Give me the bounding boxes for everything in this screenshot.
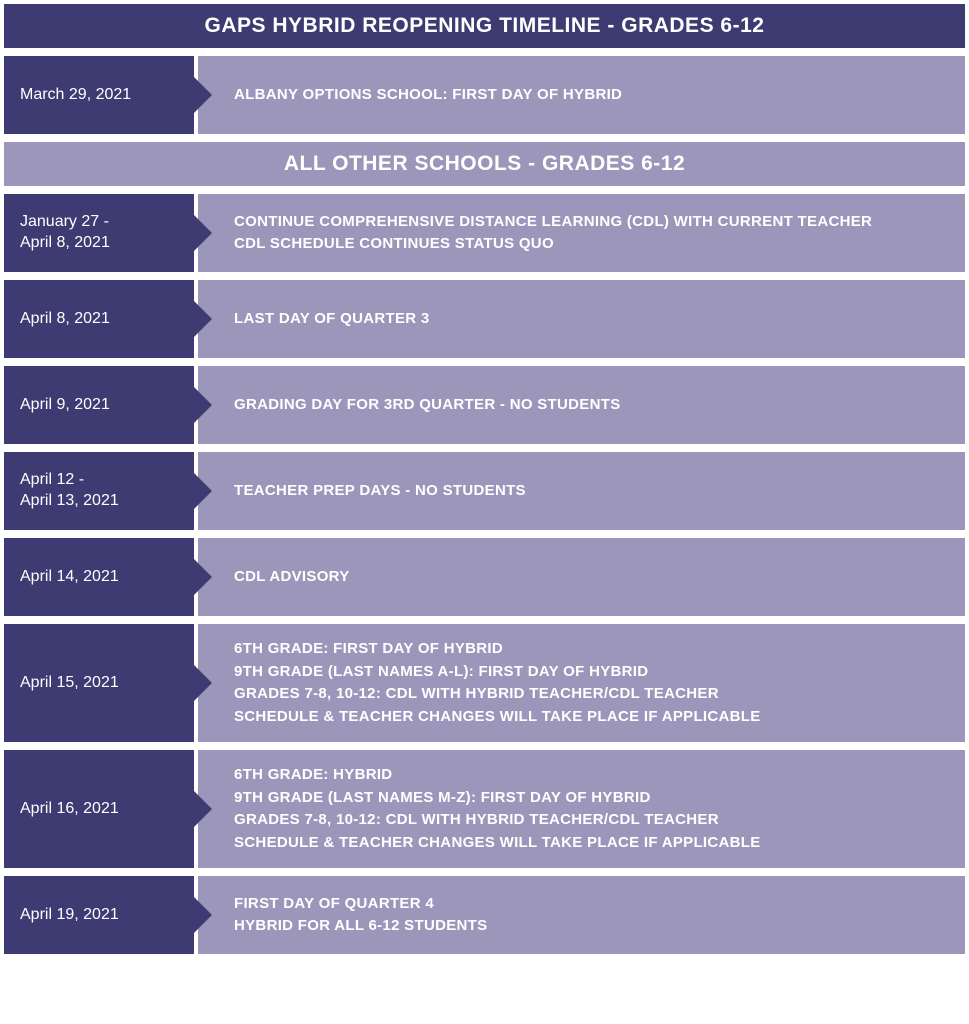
desc-line: TEACHER PREP DAYS - NO STUDENTS [234,480,945,503]
date-text: April 19, 2021 [20,905,119,926]
date-text: April 14, 2021 [20,567,119,588]
desc-line: 9TH GRADE (LAST NAMES M-Z): FIRST DAY OF… [234,787,945,810]
desc-line: CDL SCHEDULE CONTINUES STATUS QUO [234,233,945,256]
timeline-row: April 15, 2021 6TH GRADE: FIRST DAY OF HY… [4,624,965,742]
date-text: March 29, 2021 [20,85,131,106]
timeline-row: April 19, 2021 FIRST DAY OF QUARTER 4HYBR… [4,876,965,954]
date-text: April 16, 2021 [20,799,119,820]
date-box: April 16, 2021 [4,750,194,868]
timeline-row: April 16, 2021 6TH GRADE: HYBRID9TH GRADE… [4,750,965,868]
desc-line: GRADES 7-8, 10-12: CDL WITH HYBRID TEACH… [234,683,945,706]
date-box: April 15, 2021 [4,624,194,742]
desc-box: CDL ADVISORY [198,538,965,616]
desc-line: ALBANY OPTIONS SCHOOL: FIRST DAY OF HYBR… [234,84,945,107]
desc-line: 9TH GRADE (LAST NAMES A-L): FIRST DAY OF… [234,661,945,684]
date-text: April 8, 2021 [20,309,110,330]
date-box: January 27 - April 8, 2021 [4,194,194,272]
desc-line: 6TH GRADE: HYBRID [234,764,945,787]
date-text: January 27 - April 8, 2021 [20,212,110,254]
date-box: April 19, 2021 [4,876,194,954]
timeline-row: April 12 - April 13, 2021 TEACHER PREP DA… [4,452,965,530]
date-box: April 9, 2021 [4,366,194,444]
desc-box: 6TH GRADE: FIRST DAY OF HYBRID9TH GRADE … [198,624,965,742]
date-box: April 8, 2021 [4,280,194,358]
desc-line: GRADING DAY FOR 3RD QUARTER - NO STUDENT… [234,394,945,417]
desc-box: GRADING DAY FOR 3RD QUARTER - NO STUDENT… [198,366,965,444]
desc-line: HYBRID FOR ALL 6-12 STUDENTS [234,915,945,938]
desc-box: FIRST DAY OF QUARTER 4HYBRID FOR ALL 6-1… [198,876,965,954]
desc-line: FIRST DAY OF QUARTER 4 [234,893,945,916]
desc-line: LAST DAY OF QUARTER 3 [234,308,945,331]
date-box: March 29, 2021 [4,56,194,134]
sub-header: ALL OTHER SCHOOLS - GRADES 6-12 [4,142,965,186]
desc-line: SCHEDULE & TEACHER CHANGES WILL TAKE PLA… [234,832,945,855]
section-other-schools: January 27 - April 8, 2021 CONTINUE COMPR… [4,194,965,954]
desc-line: CONTINUE COMPREHENSIVE DISTANCE LEARNING… [234,211,945,234]
date-text: April 9, 2021 [20,395,110,416]
desc-line: CDL ADVISORY [234,566,945,589]
section-albany: March 29, 2021 ALBANY OPTIONS SCHOOL: FIR… [4,56,965,134]
desc-box: TEACHER PREP DAYS - NO STUDENTS [198,452,965,530]
date-text: April 12 - April 13, 2021 [20,470,119,512]
desc-box: 6TH GRADE: HYBRID9TH GRADE (LAST NAMES M… [198,750,965,868]
date-text: April 15, 2021 [20,673,119,694]
main-header: GAPS HYBRID REOPENING TIMELINE - GRADES … [4,4,965,48]
desc-line: GRADES 7-8, 10-12: CDL WITH HYBRID TEACH… [234,809,945,832]
date-box: April 12 - April 13, 2021 [4,452,194,530]
desc-box: LAST DAY OF QUARTER 3 [198,280,965,358]
timeline-row: March 29, 2021 ALBANY OPTIONS SCHOOL: FIR… [4,56,965,134]
timeline-row: April 8, 2021 LAST DAY OF QUARTER 3 [4,280,965,358]
date-box: April 14, 2021 [4,538,194,616]
desc-box: ALBANY OPTIONS SCHOOL: FIRST DAY OF HYBR… [198,56,965,134]
timeline-row: April 9, 2021 GRADING DAY FOR 3RD QUARTER… [4,366,965,444]
desc-line: 6TH GRADE: FIRST DAY OF HYBRID [234,638,945,661]
timeline-row: January 27 - April 8, 2021 CONTINUE COMPR… [4,194,965,272]
desc-box: CONTINUE COMPREHENSIVE DISTANCE LEARNING… [198,194,965,272]
desc-line: SCHEDULE & TEACHER CHANGES WILL TAKE PLA… [234,706,945,729]
timeline-row: April 14, 2021 CDL ADVISORY [4,538,965,616]
